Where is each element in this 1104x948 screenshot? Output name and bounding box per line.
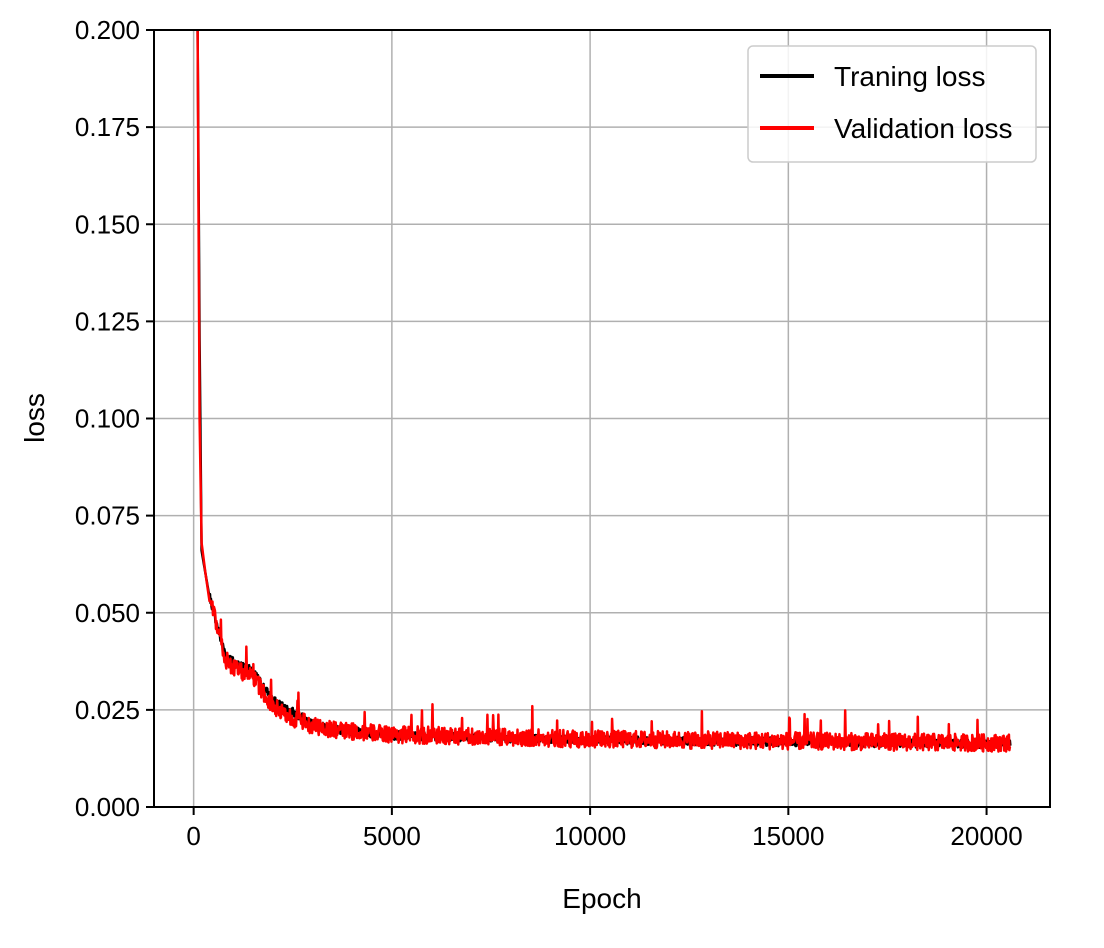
x-axis-ticks: 0 5000 10000 15000 20000 bbox=[186, 807, 1023, 851]
y-tick-label: 0.000 bbox=[75, 792, 140, 822]
y-tick-label: 0.175 bbox=[75, 112, 140, 142]
x-tick-label: 15000 bbox=[752, 821, 824, 851]
legend-label-validation: Validation loss bbox=[834, 113, 1012, 144]
legend: Traning loss Validation loss bbox=[747, 45, 1037, 163]
y-axis-ticks: 0.000 0.025 0.050 0.075 0.100 0.125 0.150 0.175… bbox=[75, 15, 154, 822]
legend-label-training: Traning loss bbox=[834, 61, 985, 92]
y-tick-label: 0.125 bbox=[75, 306, 140, 336]
series-line-validation bbox=[196, 30, 1012, 753]
x-axis-label: Epoch bbox=[562, 883, 641, 914]
x-tick-label: 20000 bbox=[950, 821, 1022, 851]
y-tick-label: 0.050 bbox=[75, 598, 140, 628]
x-tick-label: 0 bbox=[186, 821, 200, 851]
y-tick-label: 0.100 bbox=[75, 404, 140, 434]
x-tick-label: 5000 bbox=[363, 821, 421, 851]
y-axis-label: loss bbox=[19, 393, 50, 443]
x-tick-label: 10000 bbox=[554, 821, 626, 851]
y-tick-label: 0.200 bbox=[75, 15, 140, 45]
y-tick-label: 0.025 bbox=[75, 695, 140, 725]
series-layer bbox=[196, 30, 1012, 753]
legend-box bbox=[747, 45, 1037, 163]
y-tick-label: 0.150 bbox=[75, 209, 140, 239]
y-tick-label: 0.075 bbox=[75, 501, 140, 531]
